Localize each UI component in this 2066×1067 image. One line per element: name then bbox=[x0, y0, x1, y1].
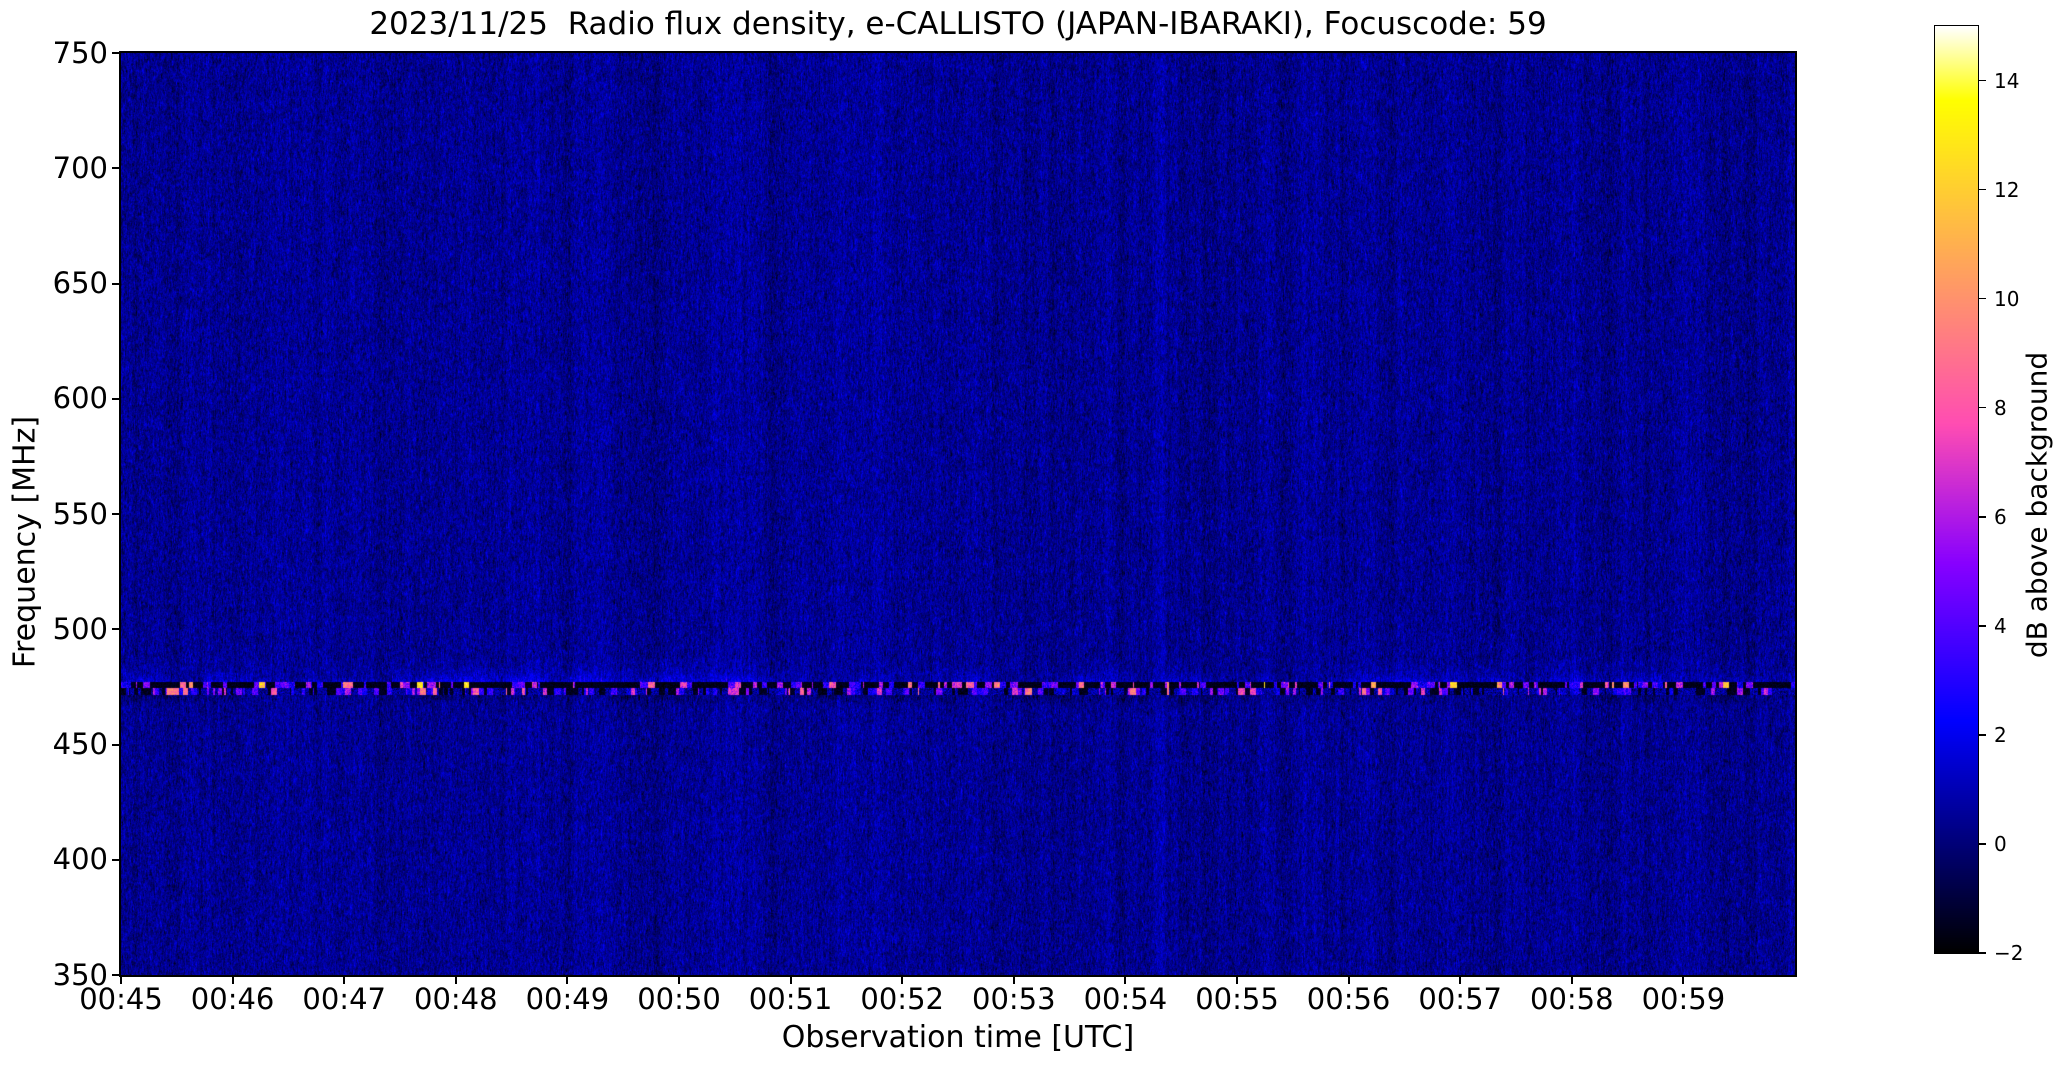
x-tick-label: 00:55 bbox=[1195, 982, 1279, 1016]
colorbar-tick-mark bbox=[1978, 297, 1986, 300]
x-axis-label: Observation time [UTC] bbox=[781, 1020, 1135, 1055]
colorbar-tick-label: 10 bbox=[1994, 286, 2020, 311]
y-tick-label: 750 bbox=[52, 35, 108, 70]
colorbar-tick-label: 0 bbox=[1994, 831, 2007, 856]
spectrogram-canvas bbox=[121, 53, 1795, 975]
figure-title: 2023/11/25 Radio flux density, e-CALLIST… bbox=[369, 6, 1547, 42]
x-tick-label: 00:46 bbox=[190, 982, 275, 1016]
colorbar-tick-mark bbox=[1978, 625, 1986, 627]
colorbar-tick-mark bbox=[1978, 188, 1986, 191]
colorbar-tick-mark bbox=[1978, 843, 1986, 845]
colorbar-tick-mark bbox=[1978, 952, 1986, 954]
colorbar-gradient-canvas bbox=[1934, 25, 1978, 953]
colorbar-tick-mark bbox=[1978, 516, 1986, 518]
x-tick-label: 00:54 bbox=[1083, 982, 1168, 1016]
colorbar-tick-mark bbox=[1978, 79, 1986, 82]
x-tick-label: 00:53 bbox=[972, 982, 1056, 1016]
y-tick-label: 450 bbox=[52, 727, 108, 761]
x-tick-label: 00:49 bbox=[525, 982, 610, 1016]
x-tick-label: 00:56 bbox=[1306, 982, 1391, 1016]
x-tick-label: 00:47 bbox=[302, 982, 386, 1016]
x-tick-label: 00:51 bbox=[748, 982, 833, 1016]
x-tick-label: 00:57 bbox=[1418, 982, 1502, 1016]
x-tick-label: 00:58 bbox=[1530, 982, 1614, 1016]
y-tick-label: 600 bbox=[52, 381, 108, 416]
x-tick-label: 00:59 bbox=[1641, 982, 1726, 1016]
colorbar-frame bbox=[1933, 24, 1979, 954]
y-tick-label: 700 bbox=[52, 150, 108, 185]
colorbar-tick-label: 4 bbox=[1994, 613, 2007, 638]
y-tick-label: 650 bbox=[52, 266, 108, 300]
y-tick-label: 350 bbox=[52, 957, 108, 992]
x-tick-label: 00:52 bbox=[860, 982, 944, 1016]
colorbar-tick-label: 2 bbox=[1994, 722, 2007, 747]
x-tick-label: 00:50 bbox=[637, 982, 721, 1016]
y-axis-label: Frequency [MHz] bbox=[7, 415, 43, 669]
colorbar-label: dB above background bbox=[2020, 351, 2054, 659]
colorbar-tick-label: 14 bbox=[1994, 68, 2020, 93]
colorbar-tick-label: 8 bbox=[1994, 395, 2007, 420]
colorbar-tick-mark bbox=[1978, 734, 1986, 736]
colorbar-tick-label: 12 bbox=[1994, 177, 2020, 202]
colorbar-tick-mark bbox=[1978, 406, 1986, 409]
plot-frame bbox=[119, 51, 1797, 977]
x-tick-label: 00:48 bbox=[414, 982, 498, 1016]
colorbar-tick-label: −2 bbox=[1994, 941, 2024, 965]
y-tick-label: 400 bbox=[52, 842, 108, 877]
colorbar-tick-label: 6 bbox=[1994, 504, 2007, 529]
x-tick-label: 00:45 bbox=[79, 982, 163, 1016]
